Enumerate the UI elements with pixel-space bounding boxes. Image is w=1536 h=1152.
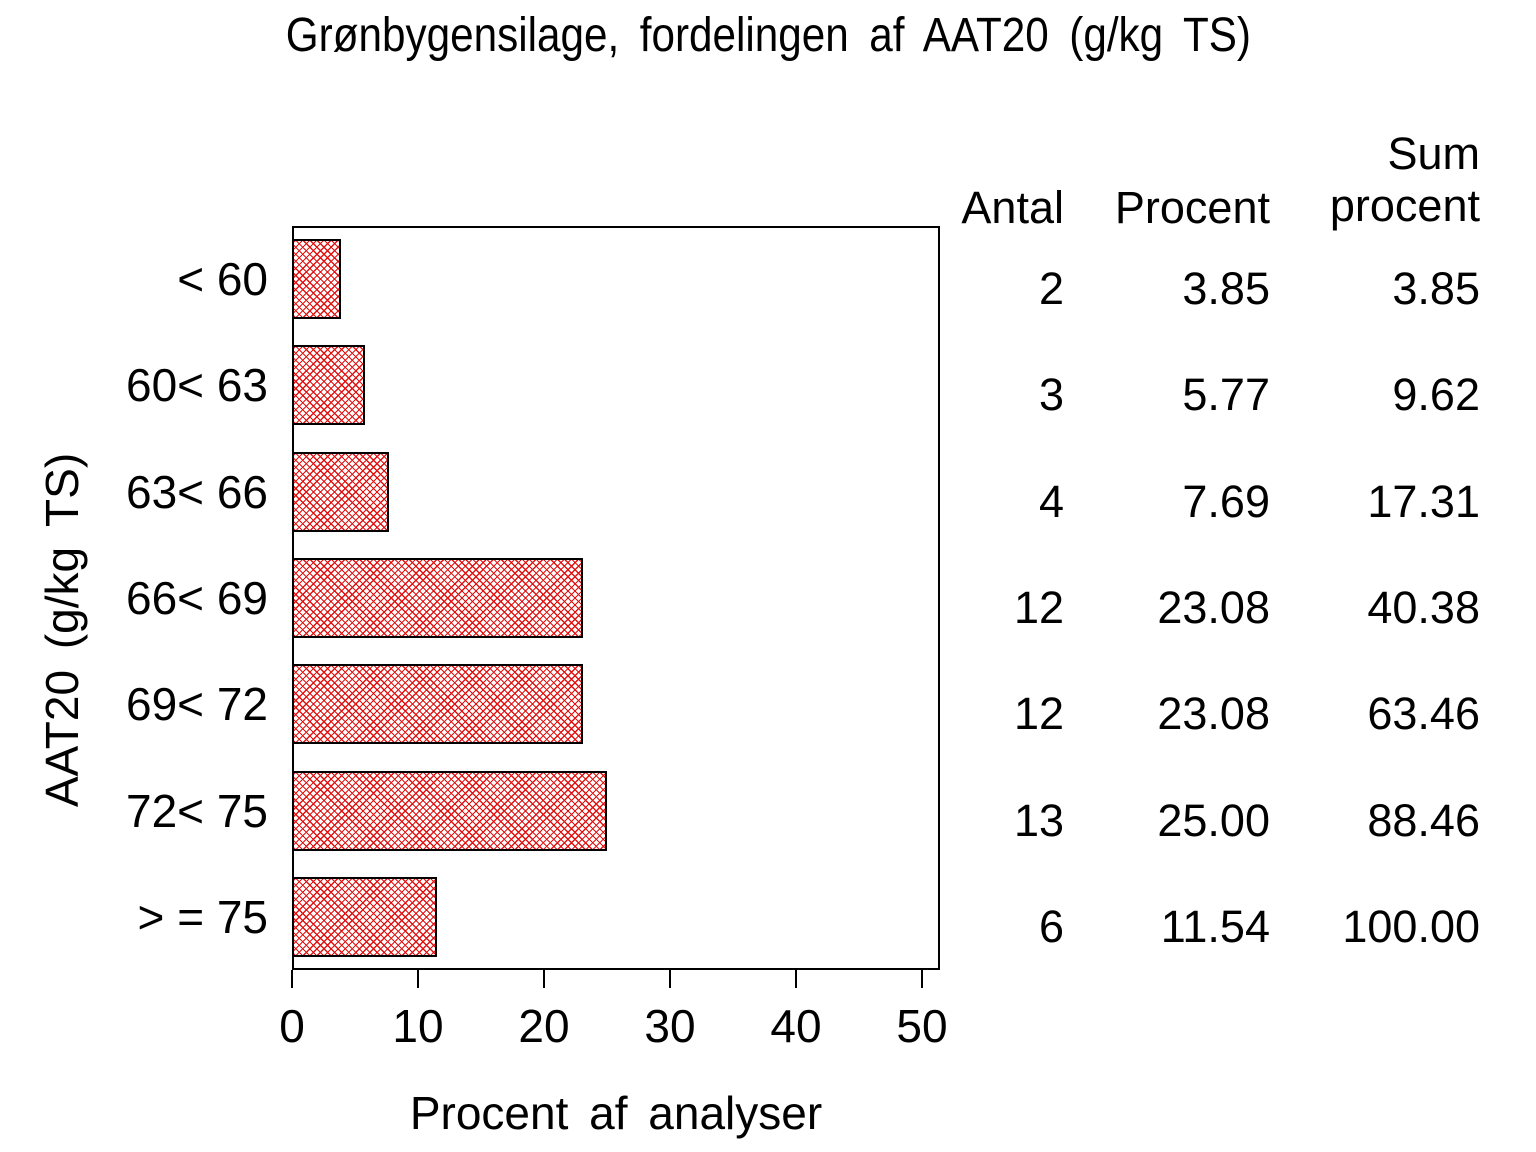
x-tick-mark	[669, 970, 671, 988]
bar-69< 72	[292, 664, 583, 744]
x-tick-label: 50	[896, 1000, 948, 1052]
x-axis-label: Procent af analyser	[409, 1087, 823, 1139]
table-cell-procent: 23.08	[1157, 688, 1270, 739]
chart-title: Grønbygensilage, fordelingen af AAT20 (g…	[0, 8, 1536, 64]
x-tick-label: 0	[279, 1000, 305, 1052]
x-tick-mark	[417, 970, 419, 988]
table-cell-procent: 7.69	[1182, 476, 1270, 527]
bar-60< 63	[292, 345, 365, 425]
category-label: 60< 63	[126, 359, 268, 411]
table-cell-antal: 12	[1013, 582, 1064, 633]
table-cell-procent: 23.08	[1157, 582, 1270, 633]
table-cell-procent: 5.77	[1182, 369, 1270, 420]
table-cell-procent: 3.85	[1182, 263, 1270, 314]
category-label: 72< 75	[126, 785, 268, 837]
table-cell-sum-procent: 3.85	[1392, 263, 1480, 314]
table-cell-sum-procent: 63.46	[1367, 688, 1480, 739]
table-cell-sum-procent: 100.00	[1342, 901, 1480, 952]
bar-< 60	[292, 239, 341, 319]
category-label: 69< 72	[126, 678, 268, 730]
table-cell-sum-procent: 88.46	[1367, 795, 1480, 846]
x-tick-mark	[795, 970, 797, 988]
table-cell-antal: 4	[1038, 476, 1064, 527]
table-header-antal: Antal	[961, 182, 1064, 233]
chart-title-text: Grønbygensilage, fordelingen af AAT20 (g…	[285, 9, 1251, 62]
x-tick-label: 20	[518, 1000, 570, 1052]
table-cell-antal: 3	[1038, 369, 1064, 420]
table-header-sum-procent: Sum procent	[1329, 128, 1480, 231]
table-cell-sum-procent: 40.38	[1367, 582, 1480, 633]
table-cell-procent: 11.54	[1160, 901, 1270, 952]
table-header-procent: Procent	[1114, 182, 1270, 233]
x-tick-mark	[291, 970, 293, 988]
x-tick-label: 30	[644, 1000, 696, 1052]
category-label: > = 75	[137, 891, 268, 943]
x-tick-label: 40	[770, 1000, 822, 1052]
table-cell-antal: 12	[1013, 688, 1064, 739]
table-cell-sum-procent: 9.62	[1392, 369, 1480, 420]
bar-63< 66	[292, 452, 389, 532]
category-label: < 60	[177, 253, 268, 305]
category-label: 66< 69	[126, 572, 268, 624]
category-label: 63< 66	[126, 466, 268, 518]
table-cell-antal: 13	[1013, 795, 1064, 846]
x-tick-label: 10	[392, 1000, 444, 1052]
table-cell-antal: 2	[1038, 263, 1064, 314]
x-tick-mark	[543, 970, 545, 988]
table-cell-procent: 25.00	[1157, 795, 1270, 846]
bar-66< 69	[292, 558, 583, 638]
x-tick-mark	[921, 970, 923, 988]
bar-> = 75	[292, 877, 437, 957]
table-cell-antal: 6	[1038, 901, 1064, 952]
bar-72< 75	[292, 771, 607, 851]
table-cell-sum-procent: 17.31	[1367, 476, 1480, 527]
